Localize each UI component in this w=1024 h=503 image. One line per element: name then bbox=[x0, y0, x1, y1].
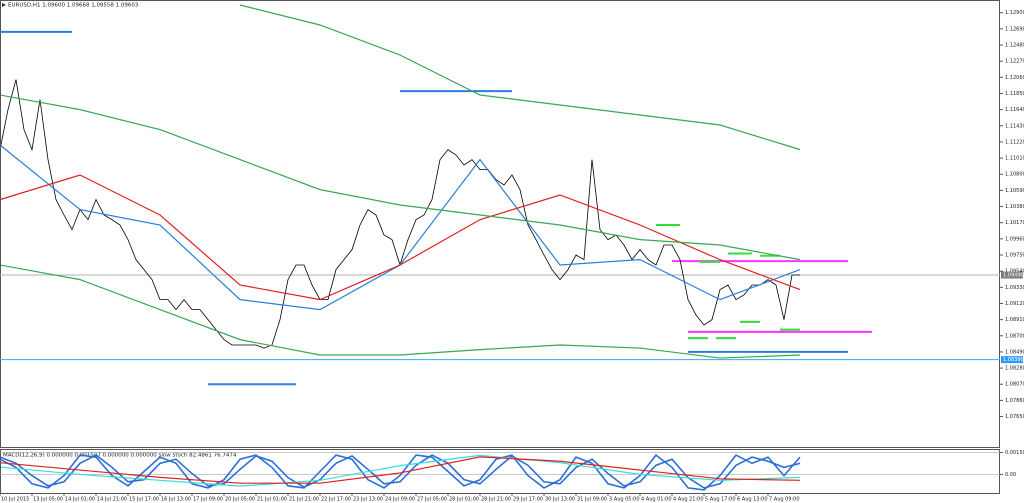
series-line bbox=[1, 174, 801, 301]
y-tick-label: 1.09750 bbox=[1005, 253, 1024, 259]
x-tick-label: 13 Jul 05:00 bbox=[33, 497, 63, 503]
y-tick-label: 1.10170 bbox=[1005, 220, 1024, 226]
y-tick-label: 0.00 bbox=[1005, 472, 1016, 478]
y-tick-label: 1.12480 bbox=[1005, 43, 1024, 49]
x-tick-label: 5 Aug 17:00 bbox=[705, 497, 736, 503]
y-tick-label: 1.08490 bbox=[1005, 349, 1024, 355]
series-line bbox=[1, 94, 801, 261]
series-line bbox=[1, 454, 801, 487]
x-tick-label: 22 Jul 17:00 bbox=[321, 497, 351, 503]
y-tick-label: 1.07650 bbox=[1005, 414, 1024, 420]
x-tick-label: 31 Jul 09:00 bbox=[577, 497, 607, 503]
y-tick-label: 1.08700 bbox=[1005, 333, 1024, 339]
x-tick-label: 16 Jul 13:00 bbox=[161, 497, 191, 503]
x-tick-label: 30 Jul 13:00 bbox=[545, 497, 575, 503]
x-tick-label: 10 Jul 2015 bbox=[1, 497, 29, 503]
x-tick-label: 28 Jul 01:00 bbox=[449, 497, 479, 503]
x-tick-label: 21 Jul 21:00 bbox=[289, 497, 319, 503]
x-tick-label: 20 Jul 05:00 bbox=[225, 497, 255, 503]
chart-title: EURUSD,H1 1.09600 1.09668 1.09558 1.0960… bbox=[8, 3, 139, 9]
x-tick-label: 6 Aug 13:00 bbox=[737, 497, 768, 503]
price-tag-label: 1.09490 bbox=[1003, 273, 1024, 279]
x-tick-label: 29 Jul 17:00 bbox=[513, 497, 543, 503]
series-line bbox=[1, 454, 801, 489]
x-tick-label: 7 Aug 09:00 bbox=[769, 497, 800, 503]
header-icon bbox=[2, 3, 6, 7]
main-panel-frame bbox=[0, 0, 1000, 448]
y-tick-label: 1.08280 bbox=[1005, 366, 1024, 372]
y-tick-label: 1.11220 bbox=[1005, 139, 1024, 145]
x-tick-label: 27 Jul 05:00 bbox=[417, 497, 447, 503]
x-tick-label: 24 Jul 09:00 bbox=[385, 497, 415, 503]
series-line bbox=[1, 264, 801, 359]
price-tag bbox=[1001, 271, 1023, 279]
y-tick-label: 1.12690 bbox=[1005, 26, 1024, 32]
x-tick-label: 3 Aug 05:00 bbox=[609, 497, 640, 503]
y-tick-label: 1.12060 bbox=[1005, 75, 1024, 81]
x-tick-label: 4 Aug 21:00 bbox=[673, 497, 704, 503]
y-tick-label: 1.09960 bbox=[1005, 236, 1024, 242]
sub-panel-frame bbox=[0, 449, 1000, 494]
price-tag-label: 1.08390 bbox=[1003, 357, 1024, 363]
y-tick-label: 1.11640 bbox=[1005, 107, 1024, 113]
y-tick-label: 1.07860 bbox=[1005, 398, 1024, 404]
y-tick-label: 1.12270 bbox=[1005, 59, 1024, 65]
x-tick-label: 21 Jul 01:00 bbox=[257, 497, 287, 503]
y-tick-label: 1.11430 bbox=[1005, 123, 1024, 129]
series-line bbox=[1, 145, 801, 311]
x-tick-label: 15 Jul 17:00 bbox=[129, 497, 159, 503]
x-tick-label: 14 Jul 01:00 bbox=[65, 497, 95, 503]
x-tick-label: 4 Aug 01:00 bbox=[641, 497, 672, 503]
y-tick-label: 1.10590 bbox=[1005, 188, 1024, 194]
x-tick-label: 14 Jul 21:00 bbox=[97, 497, 127, 503]
y-tick-label: 1.10380 bbox=[1005, 204, 1024, 210]
y-tick-label: 1.11010 bbox=[1005, 156, 1024, 162]
price-tag bbox=[1001, 356, 1023, 364]
series-line bbox=[1, 456, 801, 484]
series-line bbox=[239, 4, 801, 151]
y-tick-label: 1.11850 bbox=[1005, 91, 1024, 97]
x-tick-label: 17 Jul 09:00 bbox=[193, 497, 223, 503]
x-tick-label: 23 Jul 13:00 bbox=[353, 497, 383, 503]
y-tick-label: 1.09330 bbox=[1005, 285, 1024, 291]
y-tick-label: 0.001500 bbox=[1005, 450, 1024, 456]
sub-title: MACD(12,26,9) 0.000000 0.001597 0.000000… bbox=[3, 453, 237, 459]
y-tick-label: 1.10800 bbox=[1005, 172, 1024, 178]
y-tick-label: 1.09120 bbox=[1005, 301, 1024, 307]
y-tick-label: 1.08070 bbox=[1005, 382, 1024, 388]
y-tick-label: 1.12900 bbox=[1005, 10, 1024, 16]
x-tick-label: 28 Jul 21:00 bbox=[481, 497, 511, 503]
y-tick-label: 1.08910 bbox=[1005, 317, 1024, 323]
